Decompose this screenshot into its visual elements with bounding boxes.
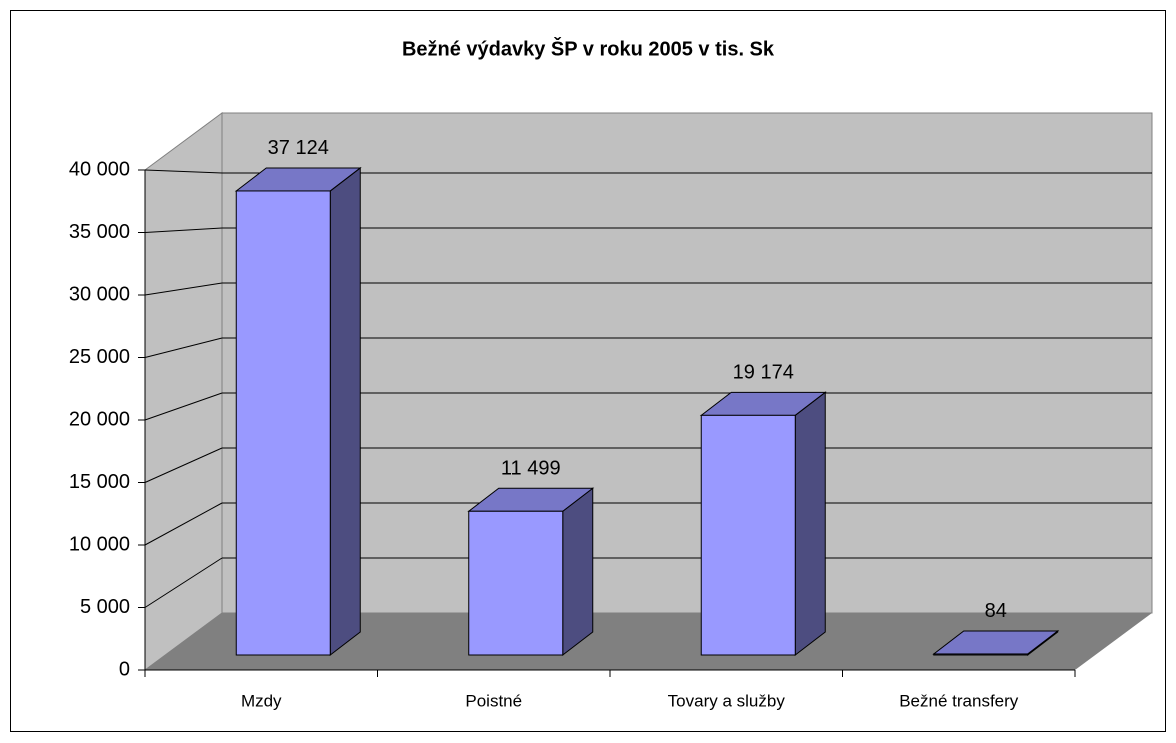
bar-side	[329, 166, 361, 657]
y-tick-label: 15 000	[69, 471, 130, 493]
y-tick-label: 0	[119, 658, 130, 680]
bar	[700, 414, 796, 656]
grid-line	[144, 502, 223, 546]
x-tick-label: Tovary a služby	[668, 691, 786, 710]
x-tick-label: Mzdy	[241, 691, 282, 710]
x-tick-label: Bežné transfery	[899, 691, 1019, 710]
bar	[468, 510, 564, 656]
grid-line	[144, 169, 223, 174]
data-label: 84	[985, 600, 1007, 622]
grid-line	[144, 557, 223, 608]
y-tick-label: 40 000	[69, 158, 130, 180]
bar	[933, 653, 1029, 656]
bar-side	[562, 487, 594, 657]
grid-line	[144, 282, 223, 296]
chart-title: Bežné výdavky ŠP v roku 2005 v tis. Sk	[402, 36, 775, 60]
y-tick-label: 30 000	[69, 283, 130, 305]
y-tick-label: 5 000	[80, 596, 130, 618]
bar-side	[794, 391, 826, 657]
bar	[235, 190, 331, 656]
side-wall	[144, 112, 223, 671]
data-label: 37 124	[268, 137, 329, 159]
grid-line	[144, 337, 223, 358]
data-label: 11 499	[501, 458, 561, 480]
grid-line	[144, 392, 223, 421]
data-label: 19 174	[733, 362, 794, 384]
y-tick-label: 35 000	[69, 221, 130, 243]
y-tick-label: 10 000	[69, 533, 130, 555]
y-tick-label: 25 000	[69, 346, 130, 368]
floor	[145, 613, 1152, 670]
x-tick-label: Poistné	[465, 691, 522, 710]
grid-line	[144, 447, 223, 483]
back-wall	[221, 112, 1153, 614]
grid-line	[144, 227, 223, 233]
y-tick-label: 20 000	[69, 408, 130, 430]
